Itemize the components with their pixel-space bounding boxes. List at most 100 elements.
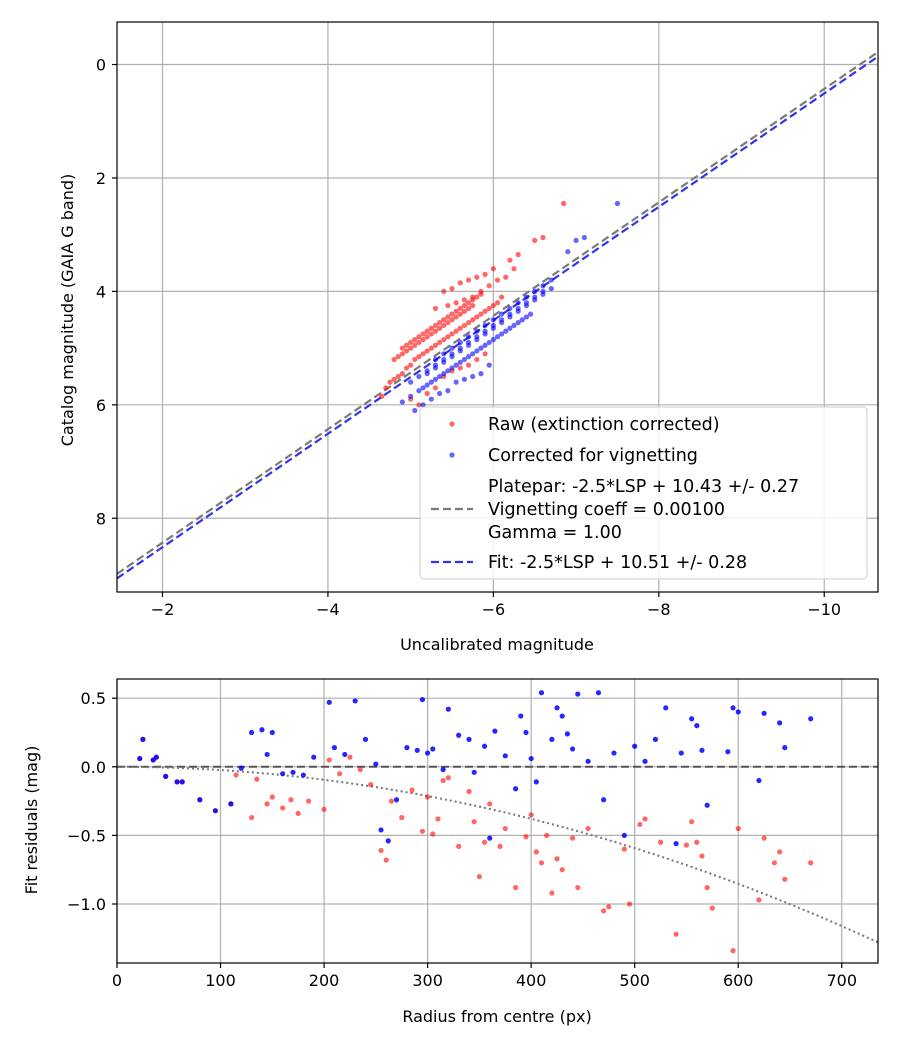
raw-residual-point xyxy=(569,835,576,841)
corrected-residual-point xyxy=(730,705,736,711)
raw-point xyxy=(465,362,472,368)
raw-residual-point xyxy=(471,819,477,825)
raw-point xyxy=(482,271,488,277)
raw-point xyxy=(457,311,463,317)
raw-point xyxy=(499,294,505,300)
corrected-residual-point xyxy=(269,729,275,736)
corrected-residual-point xyxy=(782,744,788,751)
raw-point xyxy=(408,339,414,346)
raw-point xyxy=(428,331,434,337)
raw-point xyxy=(470,302,476,309)
corrected-residual-point xyxy=(163,773,169,780)
raw-point xyxy=(449,331,455,337)
raw-residual-point xyxy=(642,816,648,822)
raw-point xyxy=(416,339,422,346)
raw-residual-point xyxy=(513,884,519,891)
raw-residual-point xyxy=(683,842,690,848)
raw-point xyxy=(432,322,439,329)
bottom-x-tick-label: 100 xyxy=(205,971,236,990)
raw-residual-point xyxy=(538,860,545,866)
corrected-point xyxy=(478,345,484,351)
raw-residual-point xyxy=(699,853,705,859)
raw-point xyxy=(408,362,414,368)
raw-residual-point xyxy=(425,794,431,800)
raw-point xyxy=(511,266,517,272)
raw-point xyxy=(449,285,455,292)
raw-point xyxy=(416,402,422,408)
raw-residual-point xyxy=(280,805,286,811)
raw-point xyxy=(379,393,385,399)
corrected-point xyxy=(474,334,480,340)
raw-residual-point xyxy=(549,890,555,896)
raw-point xyxy=(441,322,447,329)
raw-residual-point xyxy=(357,766,363,773)
raw-point xyxy=(416,354,422,360)
corrected-residual-point xyxy=(311,754,317,760)
corrected-residual-point xyxy=(642,758,648,764)
corrected-point xyxy=(499,311,505,317)
raw-residual-point xyxy=(637,821,643,828)
corrected-point xyxy=(465,334,472,340)
raw-point xyxy=(412,356,418,363)
raw-point xyxy=(465,319,472,326)
raw-residual-point xyxy=(430,831,436,837)
raw-residual-point xyxy=(305,798,312,804)
raw-point xyxy=(474,294,480,300)
corrected-residual-point xyxy=(487,835,493,841)
corrected-point xyxy=(474,348,480,354)
corrected-residual-point xyxy=(153,754,159,760)
corrected-residual-point xyxy=(197,797,203,803)
bottom-x-tick-label: 500 xyxy=(619,971,650,990)
corrected-residual-point xyxy=(264,751,270,758)
corrected-point xyxy=(523,294,530,300)
raw-point xyxy=(486,305,492,312)
top-x-tick-label: −10 xyxy=(807,600,841,619)
top-axes-frame xyxy=(116,21,879,593)
legend-raw-marker xyxy=(449,421,455,427)
raw-point xyxy=(461,308,468,314)
raw-residual-point xyxy=(782,876,788,882)
fit-line xyxy=(117,55,878,580)
corrected-point xyxy=(503,328,509,334)
corrected-point xyxy=(523,300,530,306)
corrected-point xyxy=(499,331,505,337)
raw-point xyxy=(420,351,426,357)
corrected-point xyxy=(540,283,546,289)
vignetting-model-curve xyxy=(117,765,879,944)
raw-residual-point xyxy=(694,839,700,845)
raw-point xyxy=(399,345,405,351)
corrected-point xyxy=(412,407,418,414)
corrected-point xyxy=(548,277,554,283)
raw-residual-point xyxy=(528,812,534,818)
raw-residual-point xyxy=(466,788,472,795)
corrected-point xyxy=(465,339,472,346)
bottom-x-tick-label: 700 xyxy=(826,971,857,990)
raw-point xyxy=(436,339,443,346)
raw-point xyxy=(532,237,538,243)
corrected-residual-point xyxy=(331,744,338,751)
corrected-point xyxy=(428,379,434,385)
raw-residual-point xyxy=(288,797,294,803)
bottom-y-tick-label: 0.0 xyxy=(81,758,106,777)
corrected-residual-point xyxy=(523,729,529,736)
top-y-tick-label: 8 xyxy=(96,509,106,528)
corrected-residual-point xyxy=(378,827,384,833)
corrected-residual-point xyxy=(393,797,400,803)
corrected-point xyxy=(432,356,439,363)
raw-point xyxy=(470,294,476,300)
top-x-tick-label: −6 xyxy=(482,600,506,619)
raw-residual-point xyxy=(735,825,741,832)
raw-point xyxy=(490,266,496,272)
raw-residual-point xyxy=(761,835,767,841)
raw-point xyxy=(395,373,401,380)
raw-point xyxy=(424,348,430,354)
raw-point xyxy=(461,297,468,303)
corrected-residual-point xyxy=(513,786,519,792)
raw-point xyxy=(399,351,405,357)
corrected-point xyxy=(453,362,459,368)
corrected-residual-point xyxy=(326,699,332,705)
raw-point xyxy=(482,351,488,357)
corrected-residual-point xyxy=(481,743,488,749)
